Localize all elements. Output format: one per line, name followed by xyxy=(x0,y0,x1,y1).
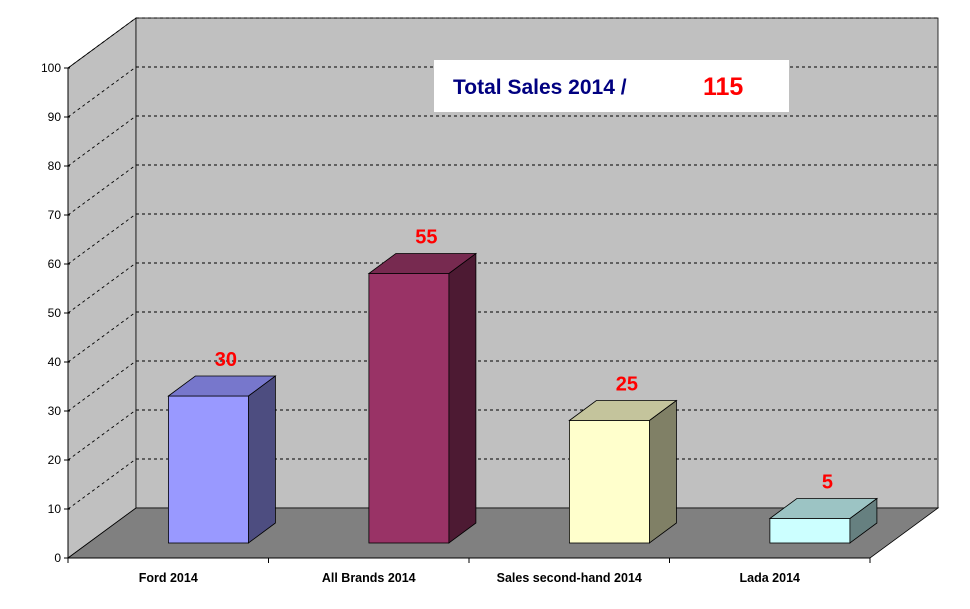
y-tick-label: 50 xyxy=(48,306,62,320)
bar xyxy=(368,273,450,544)
data-label: 55 xyxy=(415,227,437,249)
y-tick-label: 60 xyxy=(48,257,62,271)
gridline-side xyxy=(67,164,137,216)
y-tick-label: 40 xyxy=(48,355,62,369)
total-sales-value: 115 xyxy=(703,73,743,101)
bar xyxy=(167,395,249,544)
y-tick-label: 80 xyxy=(48,159,62,173)
x-tick-label: Ford 2014 xyxy=(139,571,198,585)
x-tick-label: All Brands 2014 xyxy=(322,571,416,585)
data-label: 5 xyxy=(822,472,833,494)
bar-top xyxy=(768,498,879,519)
y-tick-label: 30 xyxy=(48,404,62,418)
bar-top xyxy=(367,253,478,274)
y-tick-label: 20 xyxy=(48,453,62,467)
y-tick-label: 90 xyxy=(48,110,62,124)
bar-side xyxy=(247,375,276,544)
total-sales-box xyxy=(434,60,789,112)
gridline-side xyxy=(67,66,137,118)
data-label: 25 xyxy=(616,374,638,396)
gridline-side xyxy=(67,311,137,363)
bar-side xyxy=(448,252,477,544)
gridline-side xyxy=(67,262,137,314)
total-sales-label: Total Sales 2014 / xyxy=(453,76,627,99)
gridline-side xyxy=(67,115,137,167)
bar-top xyxy=(568,400,678,421)
gridline-side xyxy=(67,17,137,69)
y-tick-label: 10 xyxy=(48,502,62,516)
bar xyxy=(769,518,851,544)
gridline-side xyxy=(67,360,137,412)
x-tick-label: Lada 2014 xyxy=(740,571,801,585)
bar xyxy=(569,420,650,544)
gridline-side xyxy=(67,458,137,510)
y-tick-label: 70 xyxy=(48,208,62,222)
bar-side xyxy=(649,399,677,544)
y-tick-label: 100 xyxy=(41,61,61,75)
gridline-side xyxy=(67,409,137,461)
gridline-side xyxy=(67,213,137,265)
y-tick-label: 0 xyxy=(54,551,61,565)
data-label: 30 xyxy=(215,349,237,371)
bar-top xyxy=(167,375,277,397)
x-tick-label: Sales second-hand 2014 xyxy=(497,571,642,585)
